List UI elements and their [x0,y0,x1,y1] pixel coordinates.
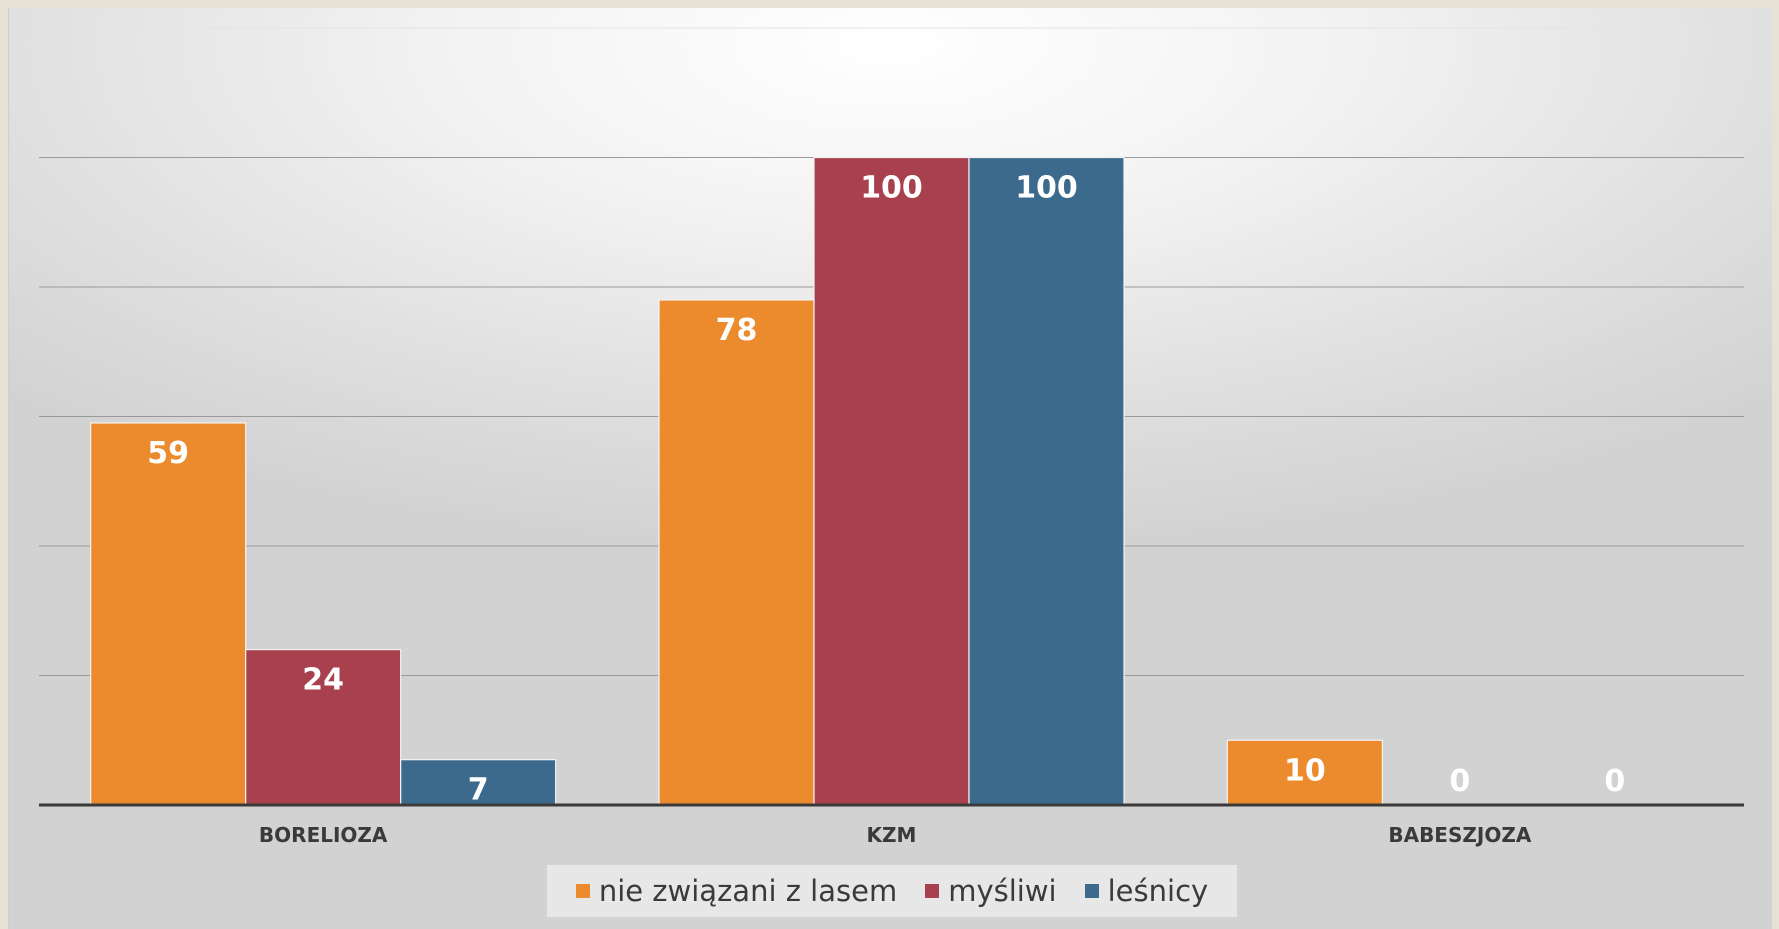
legend-swatch-2 [1084,884,1099,898]
data-label: 7 [468,773,489,808]
data-label: 59 [147,436,189,471]
bar [90,422,247,806]
category-label: BABESZJOZA [1388,823,1531,847]
legend-swatch-0 [575,884,590,898]
data-label: 78 [716,313,758,348]
bar [813,156,970,806]
legend-label-1: myśliwi [948,874,1057,908]
chart-area: 59 24 7 BORELIOZA 78 100 100 KZM 10 0 0 BABESZJOZA … [8,8,1772,929]
data-label: 100 [860,171,923,206]
legend-swatch-1 [925,884,940,898]
data-label: 100 [1015,171,1078,206]
bar [1226,739,1383,806]
legend-label-0: nie związani z lasem [598,874,898,908]
data-label: 24 [302,663,344,698]
bar [658,299,815,806]
bar [968,156,1125,806]
legend-item-1: myśliwi [925,874,1057,908]
data-label: 10 [1284,753,1326,788]
bar [400,759,557,806]
category-label: BORELIOZA [259,823,388,847]
legend: nie związani z lasem myśliwi leśnicy [547,865,1237,917]
category-label: KZM [867,823,917,847]
legend-item-2: leśnicy [1084,874,1209,908]
legend-label-2: leśnicy [1107,874,1209,908]
legend-item-0: nie związani z lasem [575,874,898,908]
data-label: 0 [1449,764,1470,799]
data-label: 0 [1604,764,1625,799]
